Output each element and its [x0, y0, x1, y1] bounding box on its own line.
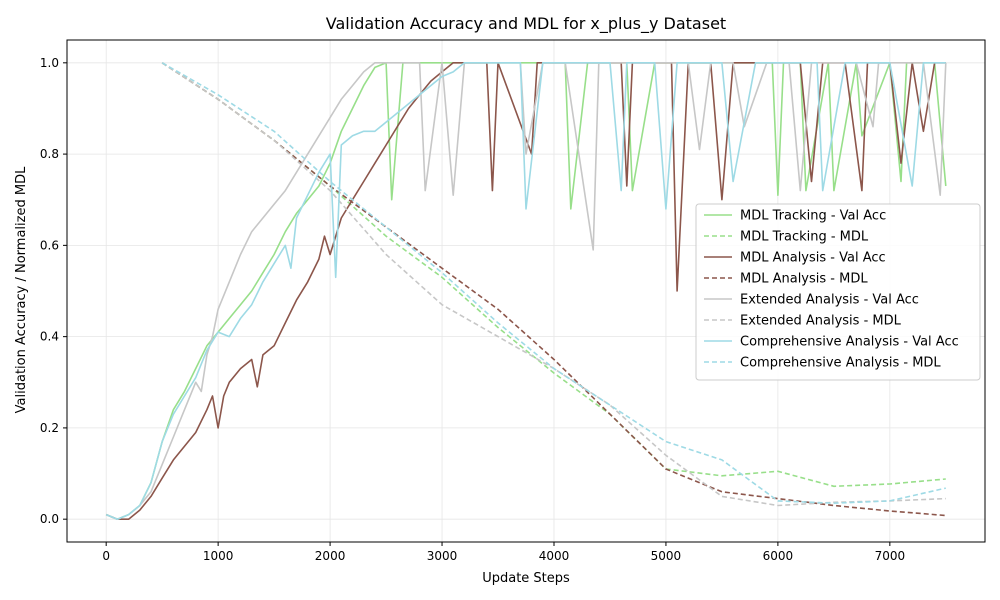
plot-area-frame — [66, 39, 986, 543]
series-line-mdl-analysis-mdl — [161, 62, 946, 517]
legend-label: Comprehensive Analysis - Val Acc — [740, 335, 959, 350]
x-tick-label: 2000 — [315, 549, 346, 563]
axis-ticks: 0 1000 2000 3000 4000 5000 6000 7000 0.0 0.2 0.4 0.… — [40, 56, 905, 563]
legend-label: Extended Analysis - MDL — [740, 314, 902, 329]
x-tick-label: 4000 — [539, 549, 570, 563]
x-tick-label: 1000 — [203, 549, 234, 563]
legend: MDL Tracking - Val Acc MDL Tracking - MDL… — [695, 203, 981, 381]
x-tick-label: 7000 — [875, 549, 906, 563]
legend-label: MDL Tracking - MDL — [740, 230, 869, 245]
legend-box — [695, 203, 981, 381]
y-tick-label: 0.4 — [40, 330, 59, 344]
y-tick-label: 0.0 — [40, 512, 59, 526]
chart-title: Validation Accuracy and MDL for x_plus_y… — [326, 14, 726, 34]
legend-label: MDL Analysis - MDL — [740, 272, 868, 287]
y-axis-label: Validation Accuracy / Normalized MDL — [14, 166, 29, 413]
y-tick-label: 0.6 — [40, 238, 59, 252]
x-tick-label: 5000 — [651, 549, 682, 563]
y-tick-label: 1.0 — [40, 56, 59, 70]
x-tick-label: 6000 — [763, 549, 794, 563]
x-axis-label: Update Steps — [482, 571, 570, 586]
legend-label: Comprehensive Analysis - MDL — [740, 356, 941, 371]
x-tick-label: 3000 — [427, 549, 458, 563]
legend-label: Extended Analysis - Val Acc — [740, 293, 919, 308]
series-line-comprehensive-analysis-val-acc — [105, 61, 946, 521]
y-tick-label: 0.8 — [40, 147, 59, 161]
series-lines — [105, 61, 947, 521]
legend-label: MDL Tracking - Val Acc — [740, 209, 886, 224]
legend-label: MDL Analysis - Val Acc — [740, 251, 886, 266]
series-line-comprehensive-analysis-mdl — [161, 62, 946, 505]
y-tick-label: 0.2 — [40, 421, 59, 435]
x-tick-label: 0 — [102, 549, 110, 563]
